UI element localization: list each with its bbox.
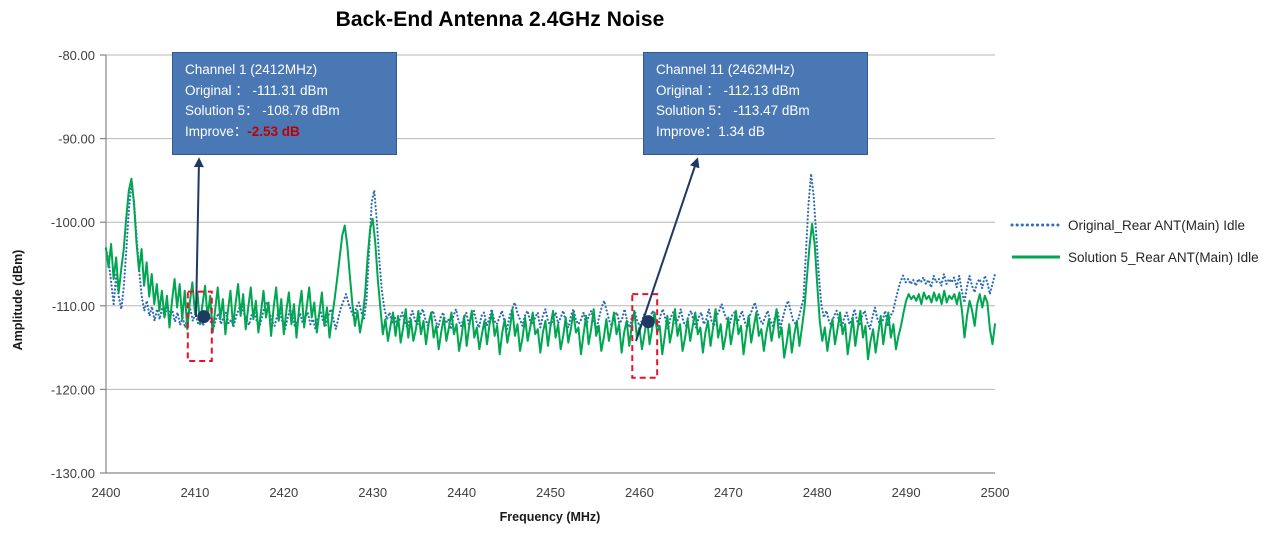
legend-label-1: Solution 5_Rear ANT(Main) Idle [1068,250,1259,265]
x-axis-title: Frequency (MHz) [500,510,601,524]
callout-ch11-solution: Solution 5： -113.47 dBm [656,103,810,119]
channel-11-marker [641,315,655,329]
legend: Original_Rear ANT(Main) Idle Solution 5_R… [1010,218,1259,265]
y-axis-ticks: -80.00 -90.00 -100.00 -110.00 -120.00 -130.00 [51,48,106,481]
series-line-1 [105,177,996,361]
channel-1-highlight [186,290,213,362]
callout-ch1-solution: Solution 5： -108.78 dBm [185,103,340,119]
x-tick-label: 2470 [714,485,743,500]
x-axis-ticks: 2400 2410 2420 2430 2440 2450 2460 2470 2480 2490… [92,485,1010,500]
callout-ch1-title: Channel 1 (2412MHz) [185,62,318,77]
y-tick-label: -90.00 [58,132,95,147]
data-series-group [104,172,997,361]
x-tick-label: 2430 [358,485,387,500]
highlight-boxes-group [186,290,659,379]
x-tick-label: 2480 [803,485,832,500]
y-axis-title: Amplitude (dBm) [11,250,25,351]
callout-ch1-improve-label: Improve： [185,123,248,139]
x-tick-label: 2450 [536,485,565,500]
legend-label-0: Original_Rear ANT(Main) Idle [1068,218,1245,233]
callout-ch11-improve-value: 1.34 dB [718,123,765,139]
callout-channel-11: Channel 11 (2462MHz) Original ： -112.13 … [643,52,868,155]
callout-ch1-improve: Improve：-2.53 dB [185,122,386,143]
callout-arrows-group [193,157,700,342]
data-markers-group [197,310,655,329]
arrow-channel-1 [193,157,204,318]
x-tick-label: 2500 [981,485,1010,500]
chart-title: Back-End Antenna 2.4GHz Noise [335,8,665,31]
y-tick-label: -130.00 [51,466,95,481]
y-tick-label: -120.00 [51,382,95,397]
arrow-channel-11 [635,157,700,342]
callout-ch11-improve-label: Improve： [656,123,719,139]
callout-ch1-improve-value: -2.53 dB [247,123,300,139]
callout-ch11-title: Channel 11 (2462MHz) [656,62,795,77]
y-tick-label: -100.00 [51,215,95,230]
callout-channel-1: Channel 1 (2412MHz) Original ： -111.31 d… [172,52,397,155]
x-tick-label: 2420 [269,485,298,500]
x-tick-label: 2460 [625,485,654,500]
y-tick-label: -80.00 [58,48,95,63]
callout-ch11-improve: Improve：1.34 dB [656,122,857,143]
channel-11-highlight [631,293,659,379]
y-tick-label: -110.00 [52,299,95,314]
callout-ch1-original: Original ： -111.31 dBm [185,82,328,98]
channel-1-marker [197,310,211,324]
x-tick-label: 2400 [92,485,121,500]
x-tick-label: 2440 [447,485,476,500]
x-tick-label: 2490 [892,485,921,500]
x-tick-label: 2410 [180,485,209,500]
callout-ch11-original: Original ： -112.13 dBm [656,82,800,98]
